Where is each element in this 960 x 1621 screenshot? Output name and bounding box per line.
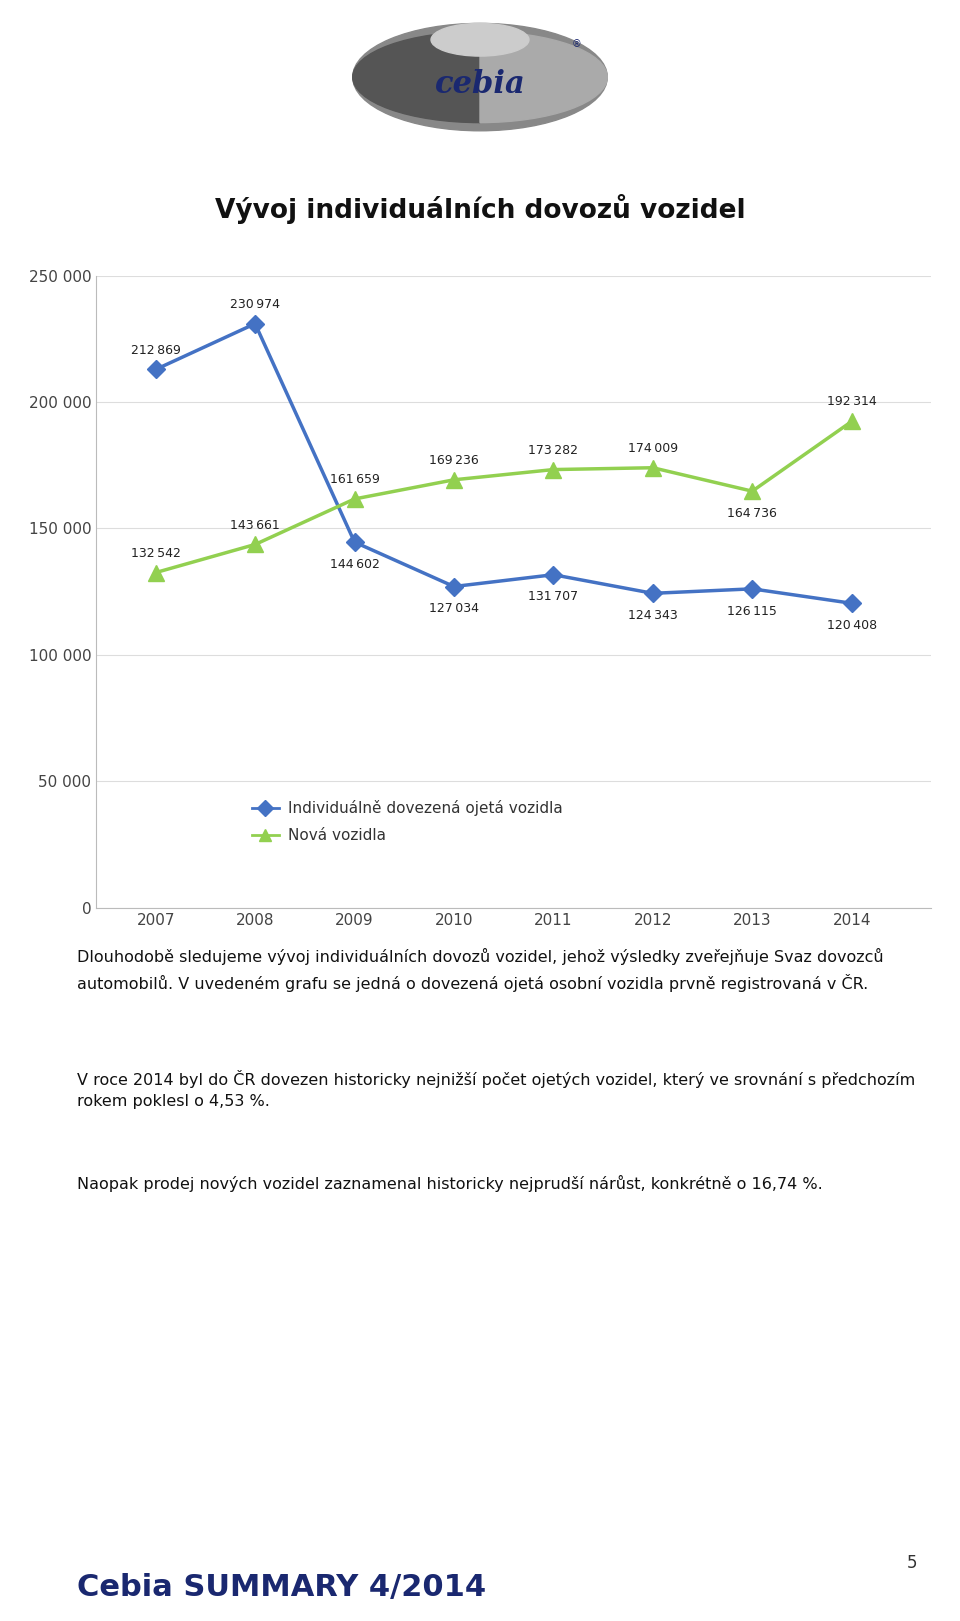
Ellipse shape [352, 23, 608, 131]
Text: 144 602: 144 602 [329, 558, 379, 571]
Nová vozidla [647, 459, 659, 478]
Nová vozidla [846, 412, 857, 431]
Text: 230 974: 230 974 [230, 298, 280, 311]
Text: 127 034: 127 034 [429, 603, 479, 616]
Text: 169 236: 169 236 [429, 454, 479, 467]
Ellipse shape [431, 23, 529, 57]
Text: ®: ® [571, 39, 581, 49]
Text: 161 659: 161 659 [329, 473, 379, 486]
Nová vozidla [448, 470, 460, 490]
Individuálně dovezená ojetá vozidla [348, 532, 360, 551]
Individuálně dovezená ojetá vozidla [448, 577, 460, 597]
Individuálně dovezená ojetá vozidla [150, 360, 161, 379]
Text: 174 009: 174 009 [628, 443, 678, 456]
Wedge shape [352, 31, 480, 123]
Nová vozidla [150, 562, 161, 582]
Text: 173 282: 173 282 [528, 444, 578, 457]
Text: V roce 2014 byl do ČR dovezen historicky nejnižší počet ojetých vozidel, který v: V roce 2014 byl do ČR dovezen historicky… [77, 1070, 915, 1109]
Text: Naopak prodej nových vozidel zaznamenal historicky nejprudší nárůst, konkrétně o: Naopak prodej nových vozidel zaznamenal … [77, 1175, 823, 1191]
Nová vozidla [348, 490, 360, 509]
Text: 124 343: 124 343 [628, 609, 678, 622]
Text: 5: 5 [906, 1553, 917, 1572]
Text: Dlouhodobě sledujeme vývoj individuálních dovozů vozidel, jehož výsledky zveřejň: Dlouhodobě sledujeme vývoj individuálníc… [77, 948, 883, 992]
Text: Cebia SUMMARY 4/2014: Cebia SUMMARY 4/2014 [77, 1572, 486, 1602]
Text: Vývoj individuálních dovozů vozidel: Vývoj individuálních dovozů vozidel [215, 195, 745, 224]
Individuálně dovezená ojetá vozidla [250, 314, 261, 334]
Wedge shape [480, 31, 608, 123]
Nová vozidla [250, 535, 261, 554]
Individuálně dovezená ojetá vozidla [647, 584, 659, 603]
Text: 212 869: 212 869 [131, 344, 180, 357]
Text: cebia: cebia [435, 68, 525, 99]
Line: Individuálně dovezená ojetá vozidla: Individuálně dovezená ojetá vozidla [150, 318, 858, 609]
Nová vozidla [747, 481, 758, 501]
Individuálně dovezená ojetá vozidla [846, 593, 857, 613]
Nová vozidla [547, 460, 559, 480]
Text: 120 408: 120 408 [827, 619, 876, 632]
Text: 192 314: 192 314 [827, 396, 876, 408]
Text: 126 115: 126 115 [728, 605, 778, 618]
Individuálně dovezená ojetá vozidla [547, 566, 559, 585]
Text: 164 736: 164 736 [728, 507, 778, 520]
Text: 143 661: 143 661 [230, 519, 280, 532]
Line: Nová vozidla: Nová vozidla [148, 413, 859, 580]
Text: 132 542: 132 542 [131, 546, 180, 559]
Legend: Individuálně dovezená ojetá vozidla, Nová vozidla: Individuálně dovezená ojetá vozidla, Nov… [246, 794, 569, 849]
Text: 131 707: 131 707 [528, 590, 579, 603]
Individuálně dovezená ojetá vozidla [747, 579, 758, 598]
